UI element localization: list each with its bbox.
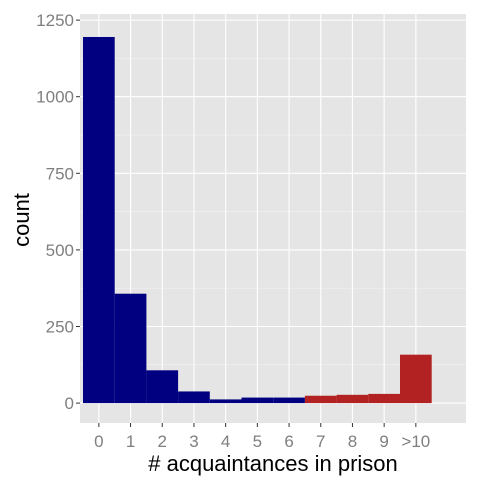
x-tick-label: 6 [284, 432, 293, 451]
x-tick-label: 8 [348, 432, 357, 451]
bar-4 [209, 399, 242, 404]
bar-0 [83, 36, 115, 404]
y-axis-title: count [9, 193, 34, 247]
x-axis-ticks: 0 1 2 3 4 5 6 7 8 9 >10 [94, 423, 430, 451]
y-tick-label: 250 [46, 317, 74, 336]
major-gridlines [80, 14, 466, 423]
bars [83, 36, 432, 404]
y-tick-label: 1250 [36, 11, 74, 30]
bar-3 [178, 391, 210, 404]
bar-6 [273, 397, 305, 404]
bar-10 [400, 354, 432, 404]
y-axis-ticks: 0 250 500 750 1000 1250 [36, 11, 80, 413]
x-tick-label: 5 [253, 432, 262, 451]
y-tick-label: 750 [46, 164, 74, 183]
bar-7 [304, 395, 337, 404]
bar-5 [241, 397, 274, 404]
y-tick-label: 500 [46, 241, 74, 260]
x-tick-label: >10 [401, 432, 430, 451]
x-axis-title: # acquaintances in prison [148, 451, 398, 476]
x-tick-label: 1 [126, 432, 135, 451]
y-tick-label: 1000 [36, 88, 74, 107]
x-tick-label: 0 [94, 432, 103, 451]
x-tick-label: 2 [158, 432, 167, 451]
bar-8 [336, 394, 369, 404]
y-tick-label: 0 [65, 394, 74, 413]
x-tick-label: 4 [221, 432, 230, 451]
x-tick-label: 3 [189, 432, 198, 451]
bar-2 [146, 370, 179, 404]
bar-1 [114, 293, 147, 404]
x-tick-label: 9 [379, 432, 388, 451]
bar-9 [368, 393, 400, 404]
x-tick-label: 7 [316, 432, 325, 451]
